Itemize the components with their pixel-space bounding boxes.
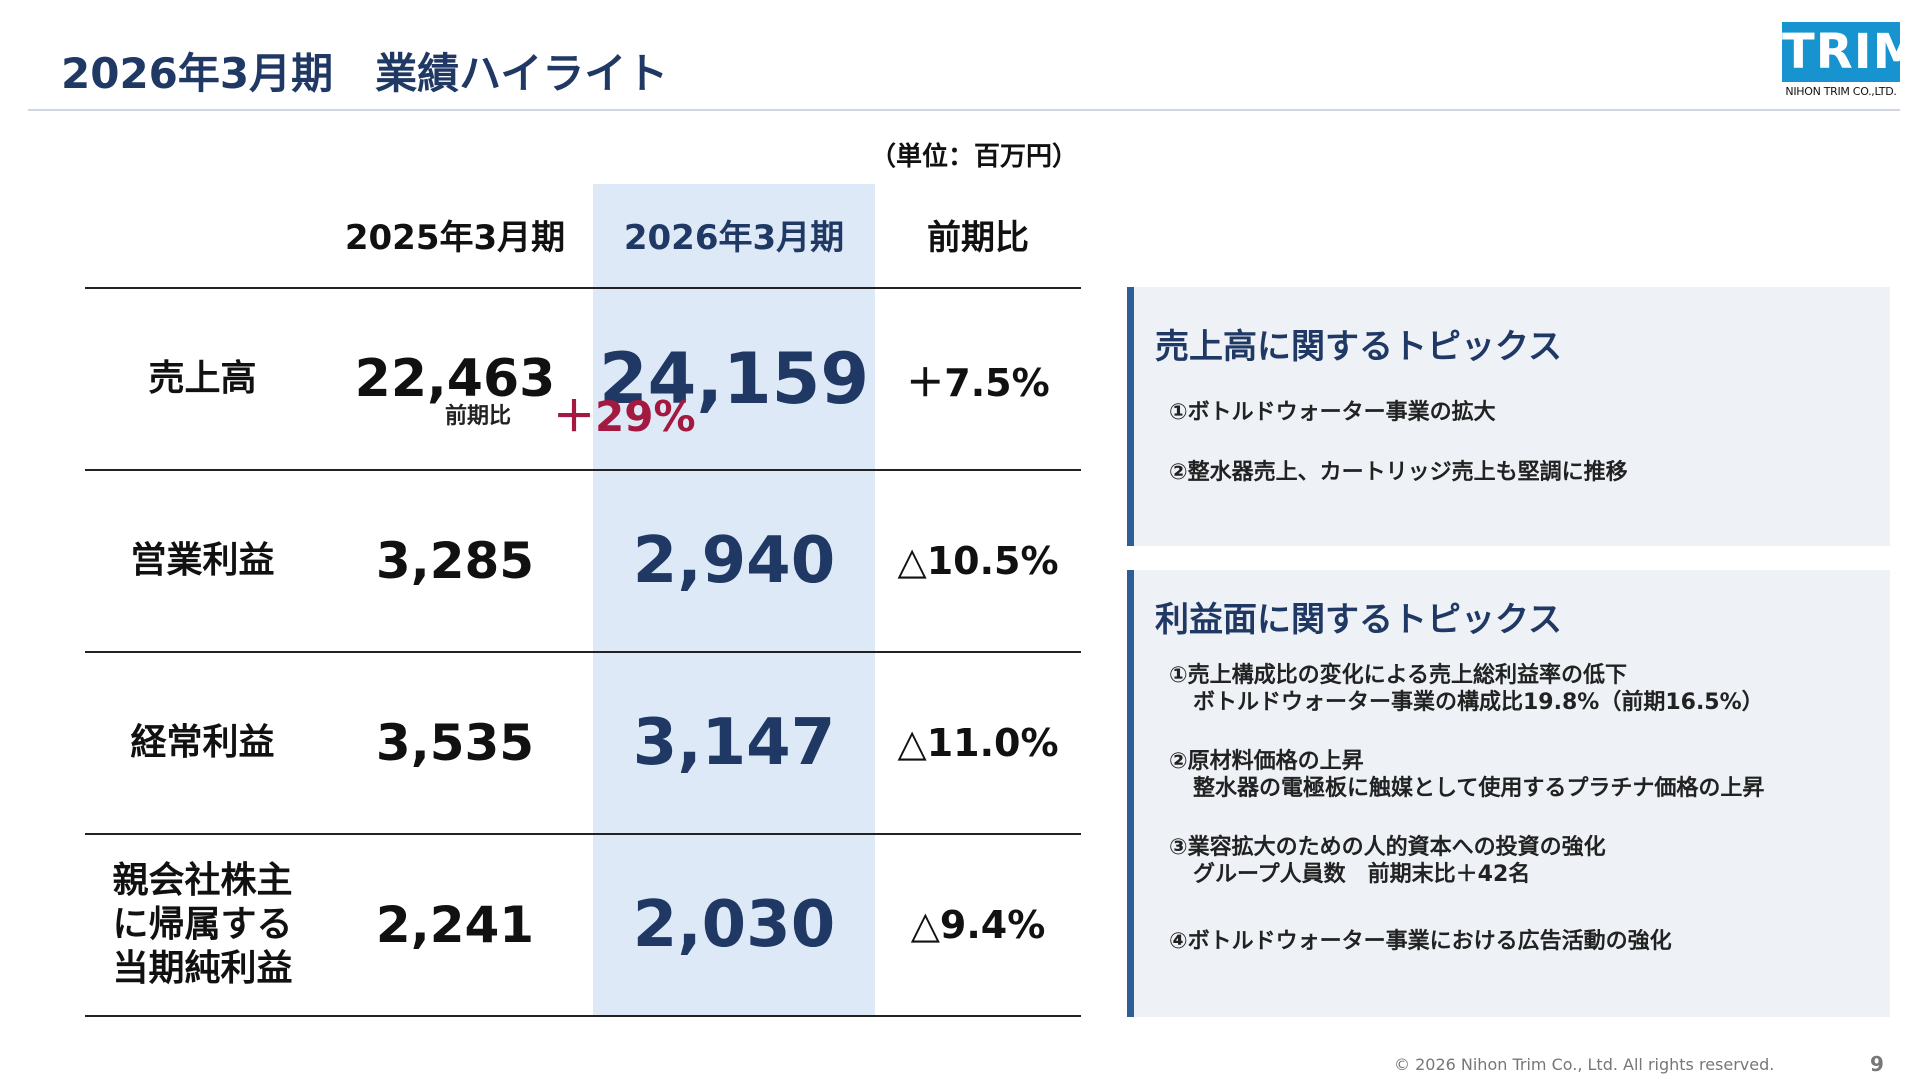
topic-text: ②原材料価格の上昇 [1169, 749, 1364, 774]
row-label: 経常利益 [130, 722, 275, 763]
table-rule [85, 833, 1081, 835]
logo-mark: TRIM [1782, 22, 1920, 82]
prev-value: 3,285 [375, 532, 535, 590]
topic-item: ④ボトルドウォーター事業における広告活動の強化 [1169, 929, 1672, 954]
change-highlight-value: ＋29% [553, 392, 696, 441]
current-value: 3,147 [632, 706, 836, 780]
page-number: 9 [1870, 1052, 1884, 1076]
topic-item: ②原材料価格の上昇 整水器の電極板に触媒として使用するプラチナ価格の上昇 [1169, 748, 1764, 802]
current-value: 2,030 [632, 888, 836, 962]
row-label: 親会社株主 に帰属する 当期純利益 [85, 835, 320, 1015]
unit-note: （単位：百万円） [870, 142, 1079, 172]
current-value: 2,940 [632, 524, 836, 598]
column-header-change: 前期比 [927, 218, 1029, 258]
topic-subtext: ボトルドウォーター事業の構成比19.8%（前期16.5%） [1193, 690, 1764, 715]
change-value: △10.5% [897, 539, 1059, 583]
table-rule [85, 651, 1081, 653]
panel-title: 利益面に関するトピックス [1155, 600, 1562, 640]
table-rule [85, 469, 1081, 471]
topic-item: ①売上構成比の変化による売上総利益率の低下 ボトルドウォーター事業の構成比19.… [1169, 662, 1764, 716]
change-value: △9.4% [910, 903, 1046, 947]
profit-topics-panel: 利益面に関するトピックス ①売上構成比の変化による売上総利益率の低下 ボトルドウ… [1127, 570, 1890, 1017]
logo-text: TRIM [1782, 24, 1920, 80]
current-value: 24,159 [598, 338, 870, 420]
change-value: △11.0% [897, 721, 1059, 765]
prev-value: 22,463 [354, 349, 556, 409]
prev-value: 3,535 [375, 714, 535, 772]
topic-item: ③業容拡大のための人的資本への投資の強化 グループ人員数 前期末比＋42名 [1169, 834, 1606, 888]
row-label-line: に帰属する [112, 904, 293, 945]
column-header-prev: 2025年3月期 [344, 218, 566, 258]
panel-title: 売上高に関するトピックス [1155, 327, 1562, 367]
topic-text: ③業容拡大のための人的資本への投資の強化 [1169, 835, 1606, 860]
row-label: 売上高 [148, 358, 257, 399]
topic-text: ①売上構成比の変化による売上総利益率の低下 [1169, 663, 1627, 688]
company-logo: TRIM NIHON TRIM CO.,LTD. [1782, 22, 1920, 100]
panel-accent-bar [1127, 287, 1134, 546]
topic-subtext: 整水器の電極板に触媒として使用するプラチナ価格の上昇 [1193, 776, 1765, 801]
logo-subtext: NIHON TRIM CO.,LTD. [1785, 85, 1897, 98]
prev-value: 2,241 [375, 896, 535, 954]
copyright: © 2026 Nihon Trim Co., Ltd. All rights r… [1394, 1055, 1775, 1074]
change-value: ＋7.5% [906, 360, 1050, 405]
current-period-highlight [593, 184, 875, 1017]
topic-subtext: グループ人員数 前期末比＋42名 [1193, 862, 1531, 887]
column-header-current: 2026年3月期 [623, 218, 845, 258]
panel-accent-bar [1127, 570, 1134, 1017]
title-divider [28, 109, 1900, 111]
table-rule [85, 287, 1081, 289]
row-label: 営業利益 [130, 540, 275, 581]
row-label-line: 親会社株主 [112, 860, 293, 901]
topic-item: ②整水器売上、カートリッジ売上も堅調に推移 [1169, 460, 1628, 485]
table-rule [85, 1015, 1081, 1017]
sales-topics-panel: 売上高に関するトピックス ①ボトルドウォーター事業の拡大 ②整水器売上、カートリ… [1127, 287, 1890, 546]
row-label-line: 当期純利益 [112, 948, 293, 989]
page-title: 2026年3月期 業績ハイライト [61, 49, 669, 98]
topic-item: ①ボトルドウォーター事業の拡大 [1169, 400, 1496, 425]
change-label: 前期比 [445, 404, 512, 429]
